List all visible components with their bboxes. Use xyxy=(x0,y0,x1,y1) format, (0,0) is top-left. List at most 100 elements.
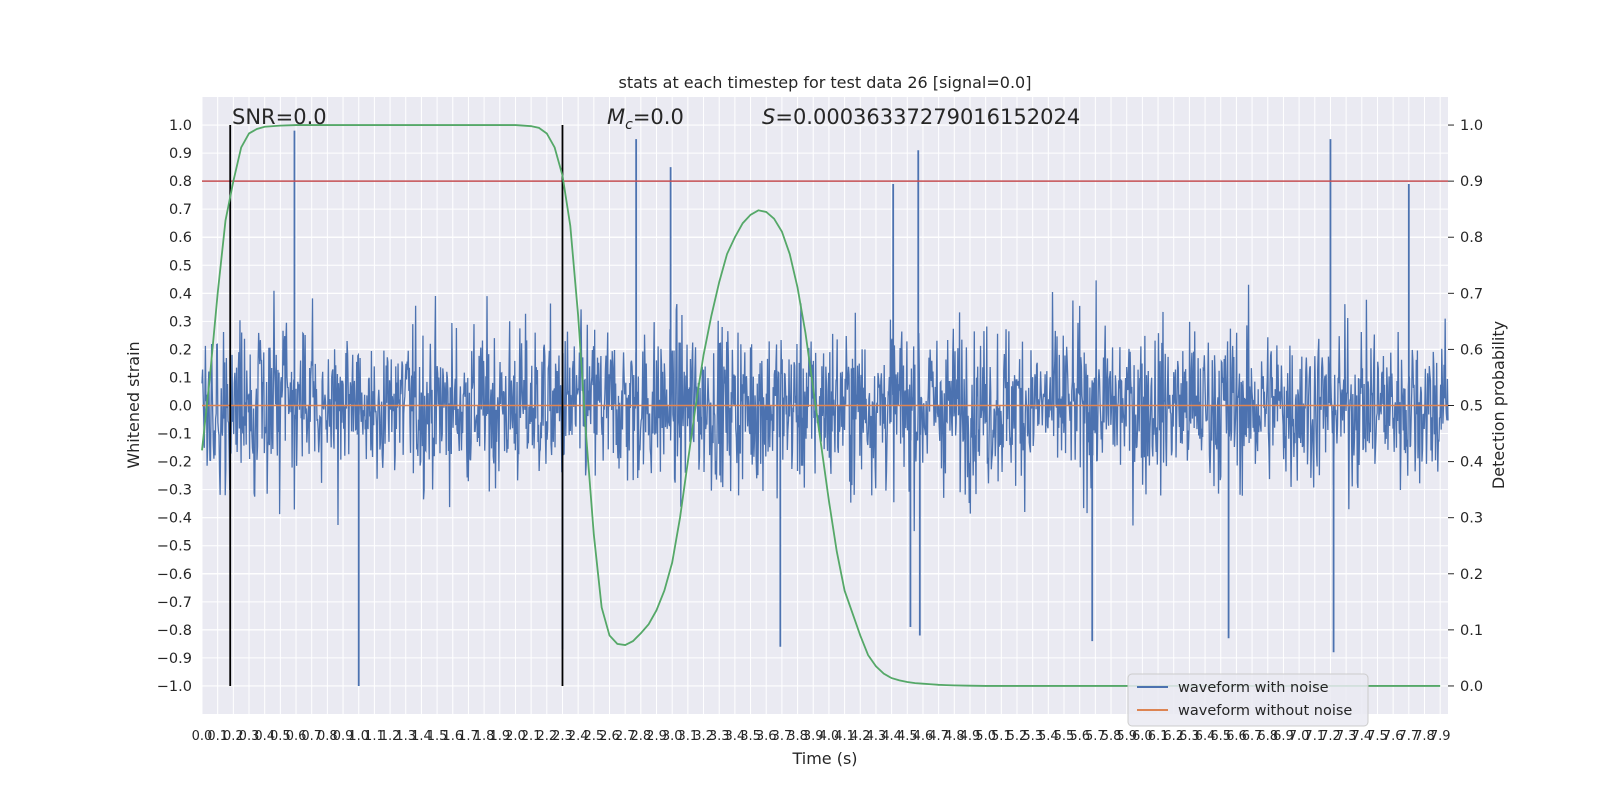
x-tick-label: 5.4 xyxy=(1038,729,1059,744)
y2-tick-label: 0.9 xyxy=(1460,174,1483,190)
y2-tick-label: 0.6 xyxy=(1460,342,1483,358)
waveform-with-noise-line xyxy=(201,280,1449,532)
x-tick-label: 6.0 xyxy=(1132,729,1153,744)
x-tick-label: 0.7 xyxy=(301,729,322,744)
waveform-with-noise-series xyxy=(201,130,1449,686)
x-tick-label: 3.6 xyxy=(756,729,777,744)
legend-box xyxy=(1127,673,1369,727)
x-tick-label: 7.3 xyxy=(1336,729,1357,744)
x-tick-label: 1.1 xyxy=(364,729,385,744)
detection-probability-line xyxy=(201,124,1441,687)
y-tick-label: 0.2 xyxy=(169,342,192,358)
y2-tick-label: 0.4 xyxy=(1460,455,1483,471)
x-tick-label: 2.1 xyxy=(521,729,542,744)
y2-tick-label: 0.8 xyxy=(1460,230,1483,246)
legend-label-with-noise: waveform with noise xyxy=(1178,680,1329,696)
x-tick-label: 1.9 xyxy=(489,729,510,744)
y-tick-label: 0.7 xyxy=(169,202,192,218)
y-tick-label: −0.6 xyxy=(157,567,192,583)
x-tick-label: 7.9 xyxy=(1430,729,1451,744)
x-tick-label: 1.3 xyxy=(395,729,416,744)
y-tick-label: 0.9 xyxy=(169,146,192,162)
y-tick-label: 0.5 xyxy=(169,258,192,274)
x-tick-label: 5.1 xyxy=(991,729,1012,744)
snr-annotation: SNR=0.0 xyxy=(232,105,327,129)
x-tick-label: 4.9 xyxy=(960,729,981,744)
x-tick-label: 7.7 xyxy=(1398,729,1419,744)
x-tick-label: 1.2 xyxy=(380,729,401,744)
chirp-mass-subscript: c xyxy=(625,117,633,133)
x-tick-label: 3.7 xyxy=(772,729,793,744)
x-axis-ticks: 0.00.10.20.30.40.50.60.70.80.91.01.11.21… xyxy=(192,729,1451,744)
y-tick-label: −0.1 xyxy=(157,427,192,443)
y-tick-label: −0.9 xyxy=(157,651,192,667)
y-tick-label: −1.0 xyxy=(157,679,192,695)
x-tick-label: 7.1 xyxy=(1304,729,1325,744)
x-tick-label: 3.8 xyxy=(787,729,808,744)
x-tick-label: 3.3 xyxy=(709,729,730,744)
y-tick-label: −0.2 xyxy=(157,455,192,471)
x-tick-label: 1.7 xyxy=(458,729,479,744)
x-tick-label: 0.3 xyxy=(239,729,260,744)
x-axis-label: Time (s) xyxy=(791,749,857,768)
x-tick-label: 6.5 xyxy=(1210,729,1231,744)
y-tick-label: −0.8 xyxy=(157,623,192,639)
x-tick-label: 7.8 xyxy=(1414,729,1435,744)
y-axis-ticks: 1.0 0.9 0.8 0.7 0.6 0.5 0.4 0.3 0.2 0.1 0.0 −0.1 −0.… xyxy=(157,118,192,695)
x-tick-label: 6.9 xyxy=(1273,729,1294,744)
x-tick-label: 2.6 xyxy=(599,729,620,744)
x-tick-label: 0.8 xyxy=(317,729,338,744)
x-tick-label: 7.4 xyxy=(1351,729,1372,744)
x-tick-label: 6.4 xyxy=(1195,729,1216,744)
y-tick-label: −0.5 xyxy=(157,539,192,555)
x-tick-label: 0.0 xyxy=(192,729,213,744)
x-tick-label: 6.8 xyxy=(1257,729,1278,744)
x-tick-label: 2.5 xyxy=(583,729,604,744)
y2-tick-label: 0.7 xyxy=(1460,286,1483,302)
x-tick-label: 2.2 xyxy=(536,729,557,744)
x-tick-label: 5.2 xyxy=(1007,729,1028,744)
x-tick-label: 6.3 xyxy=(1179,729,1200,744)
y-tick-label: 0.1 xyxy=(169,370,192,386)
y2-tick-label: 0.5 xyxy=(1460,399,1483,415)
x-tick-label: 1.6 xyxy=(442,729,463,744)
y-tick-label: 0.8 xyxy=(169,174,192,190)
y-tick-label: 0.3 xyxy=(169,314,192,330)
y-tick-label: 0.4 xyxy=(169,286,192,302)
x-tick-label: 3.2 xyxy=(693,729,714,744)
x-tick-label: 0.1 xyxy=(207,729,228,744)
x-tick-label: 6.1 xyxy=(1148,729,1169,744)
x-tick-label: 4.0 xyxy=(819,729,840,744)
y-tick-label: −0.4 xyxy=(157,511,192,527)
x-tick-label: 4.6 xyxy=(913,729,934,744)
x-tick-label: 7.5 xyxy=(1367,729,1388,744)
score-symbol: S xyxy=(762,105,775,129)
x-tick-label: 6.6 xyxy=(1226,729,1247,744)
x-tick-label: 5.9 xyxy=(1116,729,1137,744)
vertical-markers xyxy=(229,125,564,686)
legend-label-without-noise: waveform without noise xyxy=(1178,703,1352,719)
y2-tick-label: 0.3 xyxy=(1460,511,1483,527)
x-tick-label: 0.5 xyxy=(270,729,291,744)
x-tick-label: 5.3 xyxy=(1022,729,1043,744)
x-tick-label: 2.7 xyxy=(615,729,636,744)
y2-tick-label: 0.1 xyxy=(1460,623,1483,639)
chirp-mass-symbol: M xyxy=(607,105,625,129)
x-tick-label: 4.8 xyxy=(944,729,965,744)
detection-probability-series xyxy=(201,124,1441,687)
y-tick-label: −0.7 xyxy=(157,595,192,611)
chirp-mass-value: =0.0 xyxy=(633,105,684,129)
score-value: =0.00036337279016152024 xyxy=(775,105,1080,129)
y2-axis-ticks: 1.0 0.9 0.8 0.7 0.6 0.5 0.4 0.3 0.2 0.1 0.0 xyxy=(1448,118,1483,695)
chirp-mass-annotation: Mc=0.0 xyxy=(607,105,684,133)
x-tick-label: 7.6 xyxy=(1383,729,1404,744)
y-tick-label: 1.0 xyxy=(169,118,192,134)
x-tick-label: 5.7 xyxy=(1085,729,1106,744)
y-axis-label: Whitened strain xyxy=(124,341,143,468)
chart-title: stats at each timestep for test data 26 … xyxy=(619,73,1032,92)
x-tick-label: 4.3 xyxy=(866,729,887,744)
x-tick-label: 6.2 xyxy=(1163,729,1184,744)
x-tick-label: 0.4 xyxy=(254,729,275,744)
x-tick-label: 3.0 xyxy=(662,729,683,744)
